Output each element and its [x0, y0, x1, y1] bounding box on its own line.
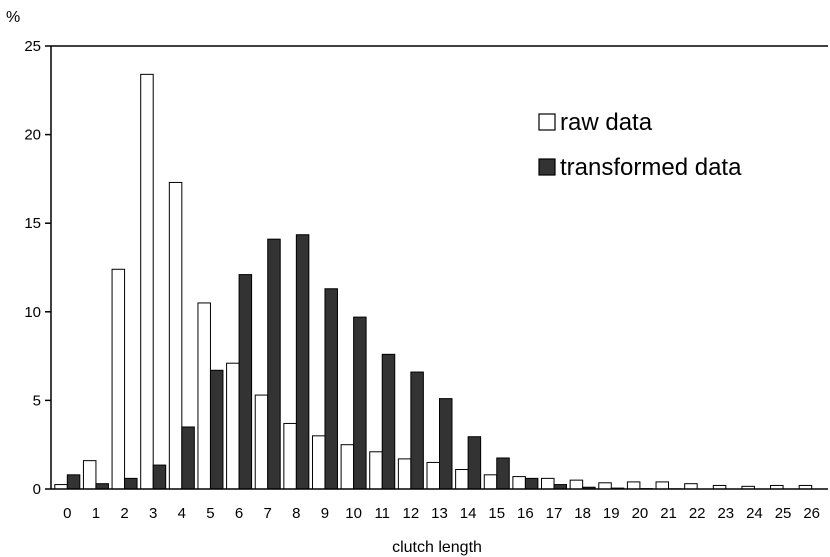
bar-raw-data	[598, 482, 612, 490]
bar-raw-data	[283, 422, 297, 490]
x-tick-label: 10	[345, 505, 362, 522]
x-tick-label: 3	[149, 505, 157, 522]
bar-raw-data	[369, 451, 383, 490]
legend-label-transformed-data: transformed data	[560, 154, 742, 181]
bar-raw-data	[569, 479, 584, 490]
bar-transformed-data	[353, 316, 367, 490]
y-tick-label: 25	[24, 38, 41, 55]
axes-layer	[50, 45, 828, 490]
bar-transformed-data	[467, 436, 482, 490]
y-tick-label: 5	[33, 392, 41, 409]
bar-transformed-data	[524, 477, 539, 490]
x-tick-label: 25	[775, 505, 792, 522]
y-axis-title: %	[6, 9, 20, 26]
x-tick-label: 6	[235, 505, 243, 522]
bar-raw-data	[397, 458, 412, 490]
x-tick-label: 1	[92, 505, 100, 522]
x-tick-label: 24	[746, 505, 763, 522]
bar-raw-data	[197, 302, 211, 490]
x-tick-label: 9	[321, 505, 329, 522]
legend-swatch-raw-data	[538, 113, 556, 131]
bar-transformed-data	[181, 426, 195, 490]
x-tick-label: 0	[63, 505, 71, 522]
x-tick-label: 2	[120, 505, 128, 522]
bar-raw-data	[455, 469, 469, 490]
y-tick-label: 20	[24, 127, 41, 144]
bar-transformed-data	[496, 457, 510, 490]
bar-transformed-data	[439, 398, 453, 490]
y-tick-label: 15	[24, 215, 41, 232]
bar-raw-data	[226, 362, 240, 490]
bar-transformed-data	[152, 464, 167, 490]
bar-raw-data	[254, 394, 269, 490]
bar-raw-data	[311, 435, 326, 490]
bar-transformed-data	[238, 274, 253, 490]
legend-label-raw-data: raw data	[560, 109, 653, 136]
bar-transformed-data	[324, 288, 338, 490]
x-tick-label: 7	[264, 505, 272, 522]
x-tick-label: 22	[689, 505, 706, 522]
bar-transformed-data	[295, 234, 310, 490]
x-tick-label: 21	[660, 505, 677, 522]
x-tick-label: 20	[632, 505, 649, 522]
x-axis-title: clutch length	[392, 539, 482, 556]
x-tick-label: 14	[460, 505, 477, 522]
x-tick-label: 5	[206, 505, 214, 522]
bar-transformed-data	[95, 483, 109, 490]
bar-raw-data	[340, 444, 355, 490]
bar-transformed-data	[66, 474, 81, 490]
x-tick-label: 12	[403, 505, 420, 522]
bar-raw-data	[512, 476, 526, 490]
legend: raw data transformed data	[538, 109, 742, 181]
x-tick-label: 19	[603, 505, 620, 522]
bar-raw-data	[684, 483, 698, 490]
x-tick-label: 15	[488, 505, 505, 522]
x-tick-label: 8	[292, 505, 300, 522]
bar-raw-data	[111, 268, 126, 490]
x-tick-label: 23	[717, 505, 734, 522]
bar-transformed-data	[410, 371, 424, 490]
y-tick-label: 10	[24, 304, 41, 321]
bar-raw-data	[140, 73, 154, 490]
x-tick-label: 26	[803, 505, 820, 522]
bars-layer	[54, 73, 813, 490]
bar-raw-data	[426, 461, 440, 490]
x-tick-label: 16	[517, 505, 534, 522]
bar-raw-data	[541, 477, 555, 490]
bar-raw-data	[82, 460, 97, 490]
y-tick-label: 0	[33, 481, 41, 498]
bar-raw-data	[655, 481, 670, 490]
bar-transformed-data	[124, 477, 138, 490]
bar-raw-data	[483, 474, 498, 490]
x-tick-label: 18	[574, 505, 591, 522]
bar-transformed-data	[209, 369, 224, 490]
x-tick-label: 11	[374, 505, 390, 522]
bar-transformed-data	[381, 353, 396, 490]
x-tick-label: 4	[178, 505, 186, 522]
bar-transformed-data	[267, 238, 281, 490]
x-tick-label: 13	[431, 505, 448, 522]
x-tick-label: 17	[546, 505, 563, 522]
bar-raw-data	[168, 181, 183, 490]
legend-swatch-transformed-data	[538, 158, 556, 176]
bar-raw-data	[626, 481, 641, 490]
